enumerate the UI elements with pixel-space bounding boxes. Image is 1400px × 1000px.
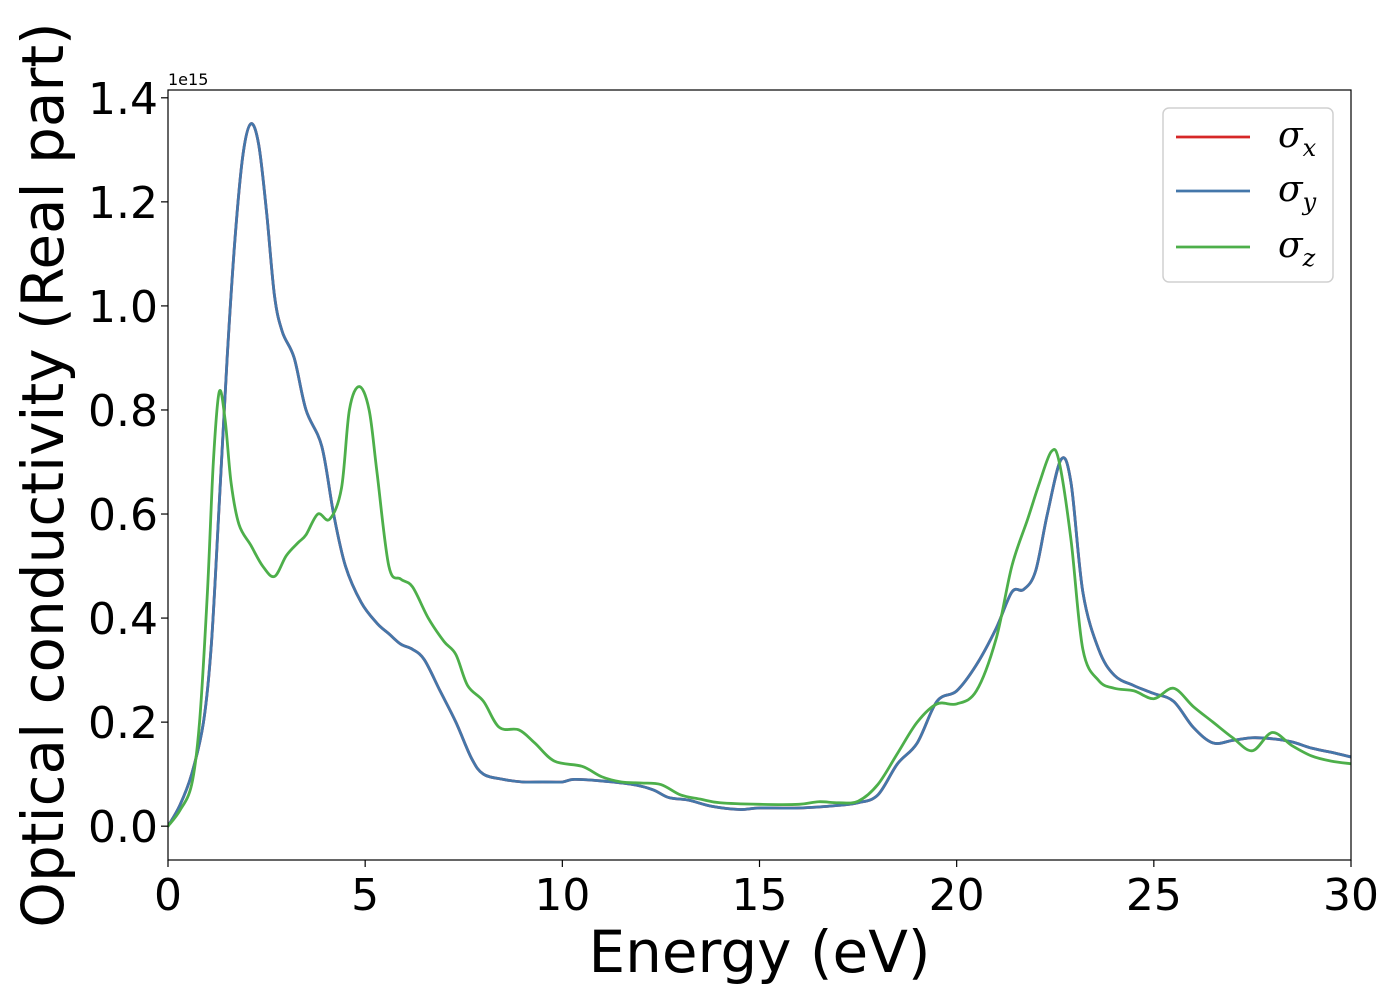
y-tick-label: 0.0 [88, 802, 158, 853]
legend: σx σy σz [1162, 107, 1334, 283]
y-tick-label: 0.6 [88, 490, 158, 541]
legend-label-sigma-y: σy [1278, 169, 1317, 216]
y-tick-label: 1.4 [88, 74, 158, 125]
legend-label-sigma-z: σz [1278, 225, 1316, 272]
y-tick-label: 1.2 [88, 178, 158, 229]
legend-box [1162, 107, 1334, 283]
x-tick-label: 5 [351, 870, 379, 921]
series-line-sigma-y [168, 122, 1351, 828]
series-layer [168, 122, 1351, 828]
x-axis: 0 5 10 15 20 25 30 [154, 860, 1379, 921]
y-tick-label: 1.0 [88, 282, 158, 333]
legend-label-sigma-x: σx [1278, 115, 1317, 162]
y-axis: 0.0 0.2 0.4 0.6 0.8 1.0 1.2 1.4 [88, 74, 168, 853]
x-tick-label: 25 [1126, 870, 1182, 921]
x-tick-label: 10 [534, 870, 590, 921]
y-tick-label: 0.8 [88, 386, 158, 437]
y-axis-title: Optical conductivity (Real part) [9, 22, 77, 927]
y-offset-label: 1e15 [168, 70, 208, 89]
x-tick-label: 0 [154, 870, 182, 921]
x-tick-label: 15 [732, 870, 788, 921]
x-tick-label: 20 [929, 870, 985, 921]
x-axis-title: Energy (eV) [588, 918, 930, 986]
x-tick-label: 30 [1323, 870, 1379, 921]
y-tick-label: 0.2 [88, 698, 158, 749]
y-tick-label: 0.4 [88, 594, 158, 645]
series-line-sigma-z [168, 385, 1351, 828]
